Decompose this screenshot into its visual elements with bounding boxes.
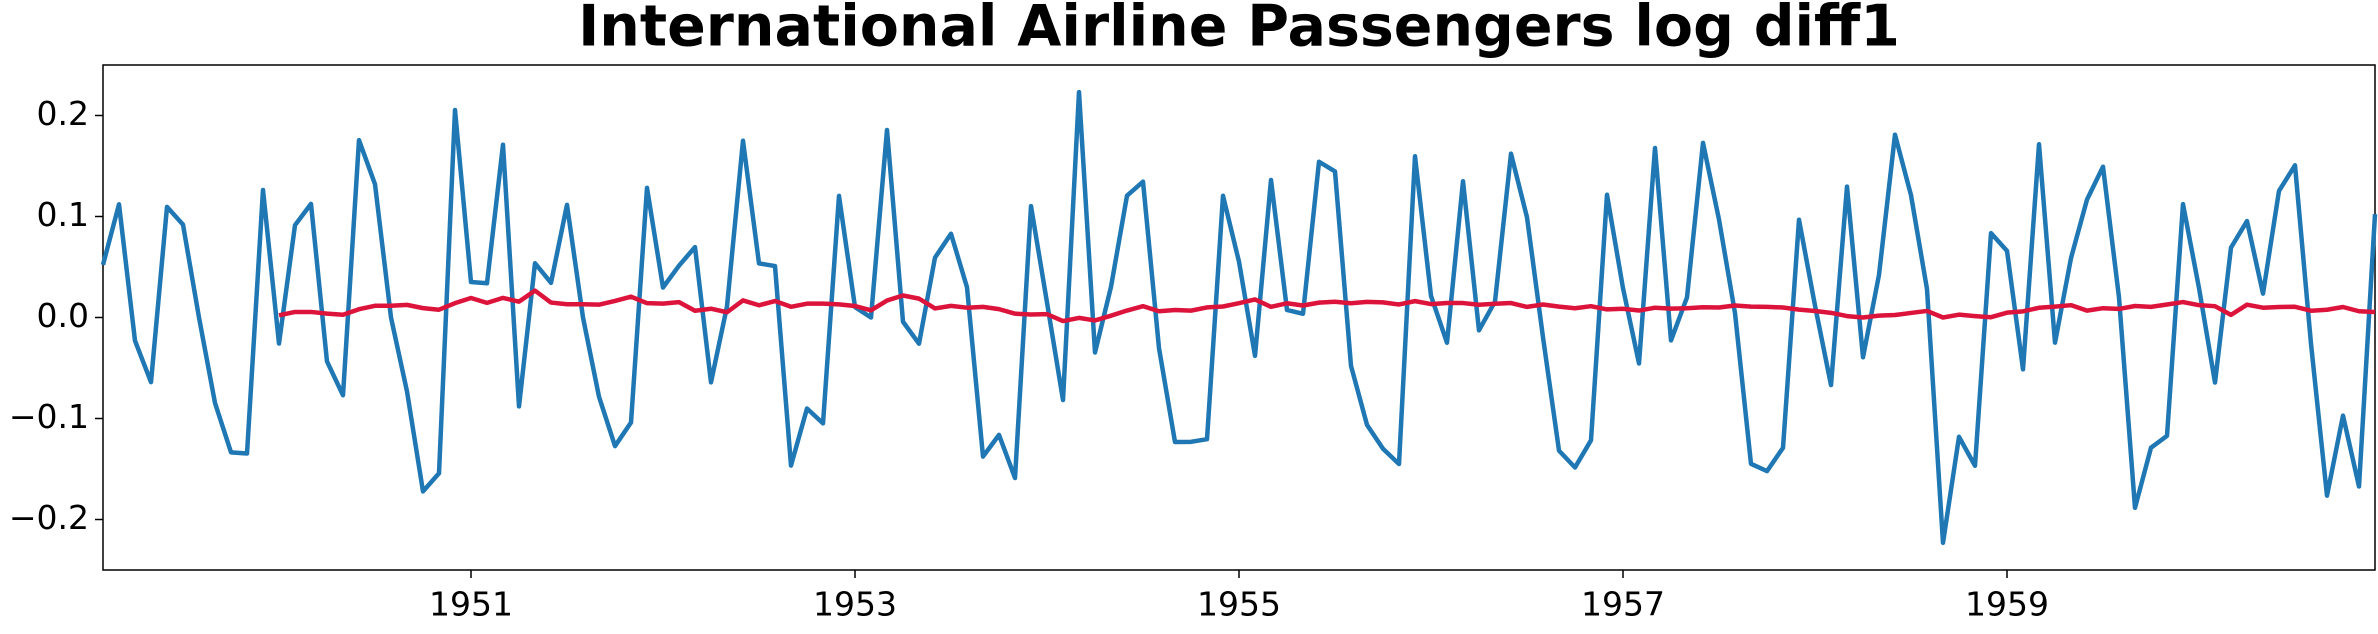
y-tick-label: 0.1 [37,195,89,234]
y-tick-label: 0.2 [37,94,89,133]
x-tick-label: 1955 [1197,585,1281,624]
x-tick-label: 1951 [429,585,513,624]
y-tick-label: 0.0 [37,296,89,335]
y-tick-label: −0.2 [9,498,89,537]
x-tick-label: 1953 [813,585,897,624]
series-line [278,288,2376,324]
x-tick-label: 1959 [1965,585,2049,624]
series-line [100,89,2378,546]
y-tick-label: −0.1 [9,397,89,436]
x-tick-label: 1957 [1581,585,1665,624]
chart-title: International Airline Passengers log dif… [578,0,1900,60]
